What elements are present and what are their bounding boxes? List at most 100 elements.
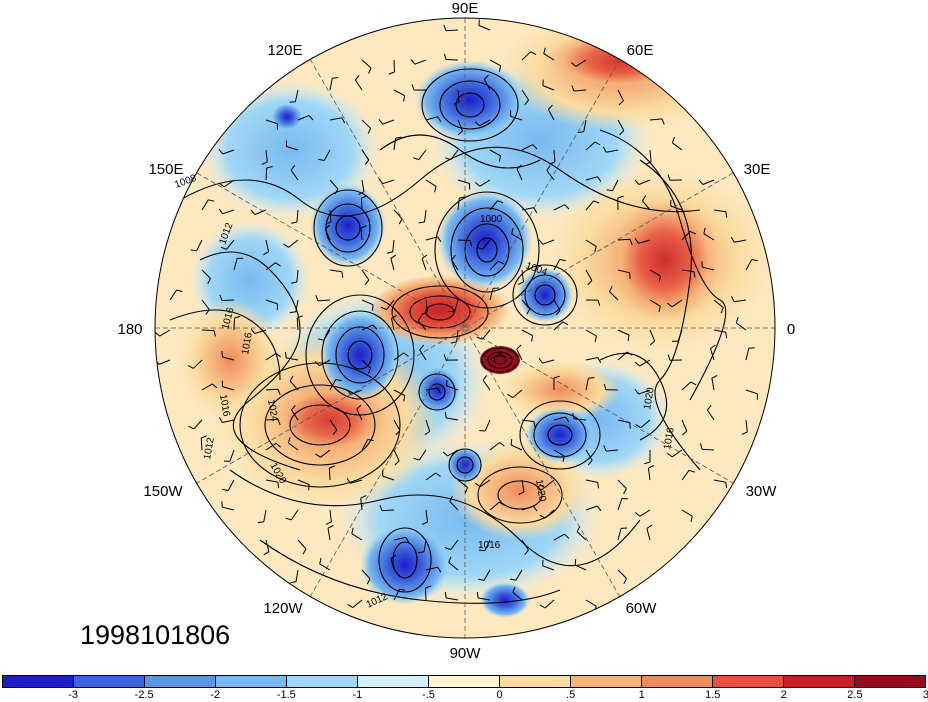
wind-barb-feather	[465, 487, 468, 494]
wind-barb	[734, 299, 747, 303]
colorbar-swatch	[145, 676, 216, 687]
wind-barb	[516, 348, 523, 361]
wind-barb	[649, 329, 656, 342]
colorbar-swatch	[642, 676, 713, 687]
wind-barb	[585, 449, 593, 461]
wind-barb-feather	[711, 374, 718, 379]
wind-barb	[296, 317, 299, 331]
wind-barb	[233, 317, 235, 331]
wind-barb-feather	[405, 537, 410, 543]
wind-barb-feather	[603, 445, 607, 452]
wind-barb-feather	[701, 261, 703, 268]
wind-barb-feather	[533, 207, 538, 214]
wind-barb	[393, 589, 400, 601]
wind-barb	[360, 498, 363, 511]
wind-barb	[542, 239, 555, 245]
wind-barb-feather	[218, 417, 223, 423]
wind-barb	[681, 381, 692, 391]
wind-barb-feather	[445, 157, 452, 161]
wind-barb	[649, 269, 661, 277]
wind-barb	[713, 299, 724, 308]
wind-barb	[393, 536, 406, 541]
wind-barb-feather	[187, 365, 194, 369]
wind-barb	[585, 505, 598, 511]
wind-barb	[454, 299, 459, 312]
wind-barb	[521, 505, 534, 511]
wind-barb-feather	[378, 178, 384, 184]
wind-barb-feather	[469, 240, 473, 247]
wind-barb-feather	[720, 307, 724, 314]
wind-barb-feather	[403, 352, 409, 357]
wind-barb	[736, 322, 747, 331]
wind-barb-feather	[725, 482, 728, 489]
wind-barb	[227, 479, 235, 491]
lon-label-30e: 30E	[744, 161, 771, 178]
wind-barb-feather	[390, 254, 397, 259]
lon-label-120e: 120E	[267, 42, 302, 59]
wind-barb	[329, 78, 333, 91]
wind-barb-feather	[290, 581, 297, 584]
wind-barb-feather	[574, 559, 577, 566]
wind-barb	[553, 204, 566, 211]
wind-barb	[393, 138, 397, 151]
colorbar-swatch	[713, 676, 784, 687]
wind-barb	[297, 539, 307, 550]
wind-barb-feather	[347, 603, 353, 609]
wind-barb	[254, 209, 267, 215]
wind-barb-feather	[538, 239, 544, 245]
wind-barb	[521, 539, 529, 551]
wind-barb	[201, 329, 215, 332]
wind-barb-feather	[211, 383, 218, 389]
wind-barb	[288, 442, 299, 451]
wind-barb-feather	[372, 304, 374, 311]
wind-barb	[418, 149, 427, 160]
wind-barb	[681, 231, 691, 241]
wind-barb	[361, 269, 370, 281]
wind-barb	[419, 349, 427, 361]
wind-barb-feather	[289, 375, 294, 382]
wind-barb-feather	[539, 604, 546, 609]
wind-barb	[229, 449, 235, 462]
wind-barb-feather	[290, 165, 296, 171]
wind-barb	[291, 409, 299, 421]
wind-barb	[745, 348, 750, 361]
wind-barb-feather	[398, 218, 403, 225]
wind-barb-feather	[576, 526, 581, 533]
wind-barb	[647, 468, 651, 481]
wind-barb-feather	[367, 367, 372, 374]
wind-barb-feather	[366, 578, 371, 585]
wind-barb	[489, 59, 501, 67]
wind-barb	[222, 209, 235, 215]
wind-barb	[713, 209, 726, 213]
wind-barb	[350, 389, 363, 395]
wind-barb	[329, 269, 342, 273]
colorbar-swatch	[74, 676, 145, 687]
wind-barb	[425, 472, 436, 481]
wind-barb	[265, 299, 278, 305]
wind-barb	[392, 239, 395, 252]
wind-barb	[547, 109, 555, 121]
colorbar-tick-label: 3	[922, 689, 928, 701]
wind-barb	[649, 149, 652, 163]
wind-barb	[489, 260, 499, 271]
wind-barb	[489, 200, 498, 211]
wind-barb	[479, 179, 491, 187]
wind-barb-feather	[658, 306, 661, 313]
wind-barb	[521, 144, 533, 151]
wind-barb-feather	[587, 459, 593, 466]
wind-barb-feather	[597, 357, 602, 363]
wind-barb-feather	[730, 236, 735, 243]
wind-barb-feather	[329, 465, 336, 469]
wind-barb	[390, 258, 395, 271]
wind-barb	[543, 53, 555, 61]
wind-barb	[393, 89, 405, 97]
colorbar-tick-label: 1.5	[705, 689, 721, 701]
wind-barb-feather	[597, 176, 602, 182]
wind-barb	[296, 209, 299, 223]
wind-barb-feather	[361, 195, 368, 199]
wind-barb	[585, 141, 596, 151]
wind-barb	[671, 299, 683, 308]
wind-barb-feather	[346, 478, 351, 484]
wind-barb	[575, 59, 587, 67]
